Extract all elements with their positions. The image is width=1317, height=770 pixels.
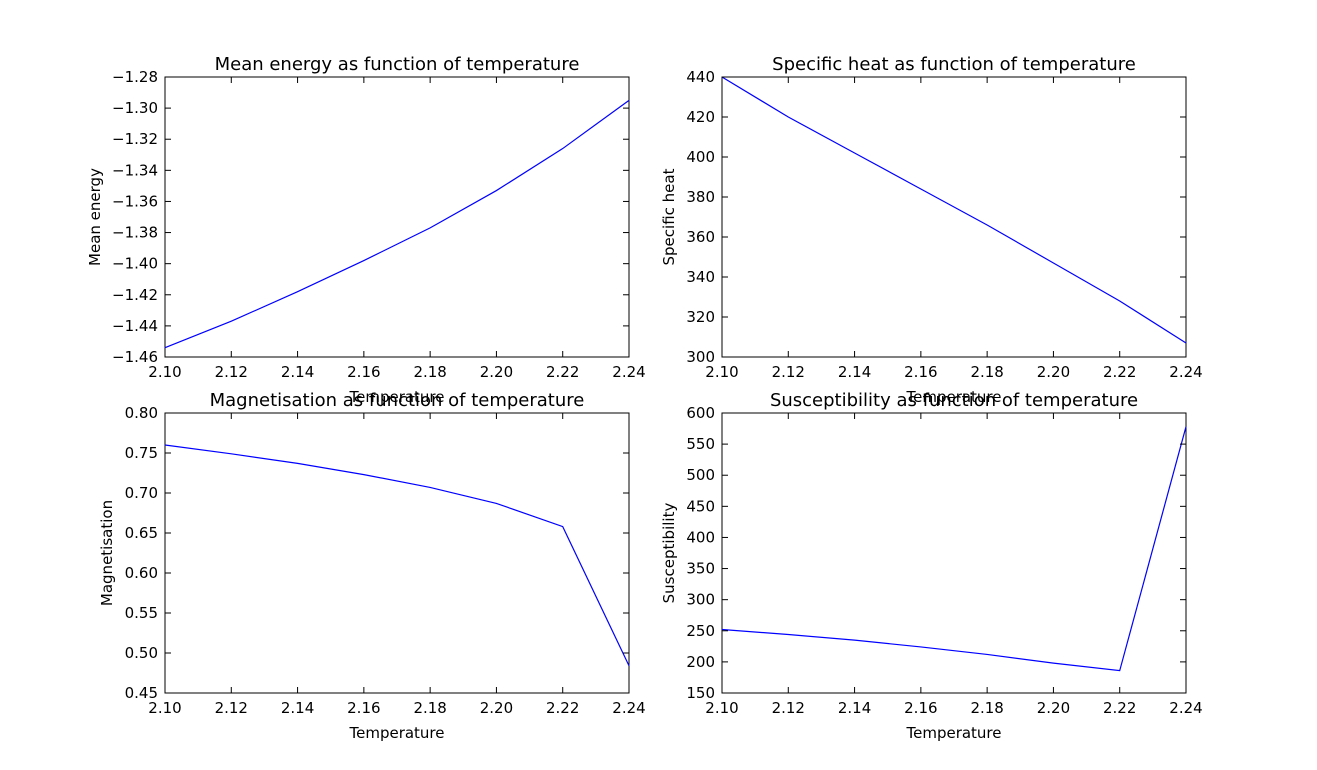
y-tick-label: 360 bbox=[686, 228, 715, 246]
x-axis-label: Temperature bbox=[905, 724, 1001, 742]
x-tick-label: 2.20 bbox=[480, 363, 513, 381]
x-tick-label: 2.14 bbox=[838, 699, 871, 717]
y-tick-label: 0.70 bbox=[125, 484, 158, 502]
y-tick-label: 400 bbox=[686, 148, 715, 166]
x-tick-label: 2.18 bbox=[970, 699, 1003, 717]
x-tick-label: 2.20 bbox=[1037, 699, 1070, 717]
plot-area bbox=[721, 412, 1187, 694]
plot-area bbox=[164, 412, 630, 694]
x-axis-label: Temperature bbox=[348, 724, 444, 742]
x-tick-label: 2.12 bbox=[215, 363, 248, 381]
x-tick-label: 2.22 bbox=[546, 699, 579, 717]
y-tick-label: 150 bbox=[686, 684, 715, 702]
x-tick-label: 2.16 bbox=[347, 699, 380, 717]
subplot-specific-heat: 2.10 2.12 2.14 2.16 2.18 2.20 2.22 2.24 300 320 34… bbox=[660, 54, 1203, 406]
y-tick-label: −1.28 bbox=[112, 68, 158, 86]
subplot-susceptibility: 2.10 2.12 2.14 2.16 2.18 2.20 2.22 2.24 150 200 25… bbox=[660, 390, 1203, 742]
chart-title: Specific heat as function of temperature bbox=[772, 54, 1136, 75]
x-tick-label: 2.22 bbox=[1103, 363, 1136, 381]
x-tick-label: 2.18 bbox=[970, 363, 1003, 381]
y-tick-label: 340 bbox=[686, 268, 715, 286]
series-line bbox=[721, 426, 1187, 672]
x-tick-label: 2.22 bbox=[546, 363, 579, 381]
x-tick-label: 2.18 bbox=[413, 363, 446, 381]
series-line bbox=[164, 444, 630, 667]
y-tick-label: −1.30 bbox=[112, 99, 158, 117]
y-axis-label: Magnetisation bbox=[98, 500, 116, 606]
x-tick-label: 2.12 bbox=[772, 699, 805, 717]
y-tick-label: −1.38 bbox=[112, 224, 158, 242]
x-tick-label: 2.14 bbox=[281, 363, 314, 381]
y-tick-label: −1.44 bbox=[112, 317, 158, 335]
x-tick-label: 2.22 bbox=[1103, 699, 1136, 717]
y-axis-label: Specific heat bbox=[660, 168, 678, 265]
y-tick-label: −1.42 bbox=[112, 286, 158, 304]
axis-ticks: 2.10 2.12 2.14 2.16 2.18 2.20 2.22 2.24 300 320 34… bbox=[686, 68, 1202, 381]
y-tick-label: 500 bbox=[686, 466, 715, 484]
y-tick-label: 250 bbox=[686, 622, 715, 640]
y-tick-label: 400 bbox=[686, 528, 715, 546]
axis-ticks: 2.10 2.12 2.14 2.16 2.18 2.20 2.22 2.24 −1.46 −1.… bbox=[112, 68, 646, 381]
x-tick-label: 2.24 bbox=[1169, 699, 1202, 717]
y-tick-label: −1.40 bbox=[112, 255, 158, 273]
y-tick-label: 0.45 bbox=[125, 684, 158, 702]
y-tick-label: 0.80 bbox=[125, 404, 158, 422]
x-tick-label: 2.14 bbox=[838, 363, 871, 381]
x-tick-label: 2.24 bbox=[612, 699, 645, 717]
y-tick-label: −1.34 bbox=[112, 161, 158, 179]
y-tick-label: 350 bbox=[686, 560, 715, 578]
x-tick-label: 2.24 bbox=[612, 363, 645, 381]
subplot-magnetisation: 2.10 2.12 2.14 2.16 2.18 2.20 2.22 2.24 0.45 0.50… bbox=[98, 390, 646, 742]
x-tick-label: 2.18 bbox=[413, 699, 446, 717]
x-tick-label: 2.12 bbox=[215, 699, 248, 717]
y-tick-label: −1.32 bbox=[112, 130, 158, 148]
x-tick-label: 2.20 bbox=[480, 699, 513, 717]
y-tick-label: 300 bbox=[686, 348, 715, 366]
axis-ticks: 2.10 2.12 2.14 2.16 2.18 2.20 2.22 2.24 0.45 0.50… bbox=[125, 404, 646, 717]
y-tick-label: 320 bbox=[686, 308, 715, 326]
x-tick-label: 2.10 bbox=[148, 699, 181, 717]
x-tick-label: 2.16 bbox=[904, 699, 937, 717]
x-tick-label: 2.16 bbox=[904, 363, 937, 381]
x-tick-label: 2.16 bbox=[347, 363, 380, 381]
y-tick-label: −1.46 bbox=[112, 348, 158, 366]
y-tick-label: 200 bbox=[686, 653, 715, 671]
axis-ticks: 2.10 2.12 2.14 2.16 2.18 2.20 2.22 2.24 150 200 25… bbox=[686, 404, 1202, 717]
series-line bbox=[164, 99, 630, 349]
x-tick-label: 2.10 bbox=[705, 699, 738, 717]
x-axis-label: Temperature bbox=[905, 388, 1001, 406]
y-tick-label: 0.55 bbox=[125, 604, 158, 622]
x-tick-label: 2.20 bbox=[1037, 363, 1070, 381]
y-axis-label: Mean energy bbox=[86, 168, 104, 266]
x-tick-label: 2.10 bbox=[148, 363, 181, 381]
chart-title: Mean energy as function of temperature bbox=[215, 54, 580, 75]
chart-title: Magnetisation as function of temperature bbox=[210, 390, 585, 411]
y-tick-label: 0.75 bbox=[125, 444, 158, 462]
series-line bbox=[721, 76, 1187, 344]
x-tick-label: 2.12 bbox=[772, 363, 805, 381]
y-tick-label: 0.50 bbox=[125, 644, 158, 662]
y-tick-label: 450 bbox=[686, 497, 715, 515]
chart-title: Susceptibility as function of temperatur… bbox=[770, 390, 1138, 411]
y-tick-label: 0.65 bbox=[125, 524, 158, 542]
y-tick-label: 380 bbox=[686, 188, 715, 206]
x-tick-label: 2.14 bbox=[281, 699, 314, 717]
plot-area bbox=[164, 76, 630, 358]
y-tick-label: 420 bbox=[686, 108, 715, 126]
y-tick-label: 550 bbox=[686, 435, 715, 453]
subplot-mean-energy: 2.10 2.12 2.14 2.16 2.18 2.20 2.22 2.24 −1.46 −1.… bbox=[86, 54, 646, 406]
x-tick-label: 2.24 bbox=[1169, 363, 1202, 381]
y-tick-label: 600 bbox=[686, 404, 715, 422]
y-tick-label: −1.36 bbox=[112, 192, 158, 210]
y-tick-label: 300 bbox=[686, 591, 715, 609]
x-tick-label: 2.10 bbox=[705, 363, 738, 381]
y-tick-label: 0.60 bbox=[125, 564, 158, 582]
y-tick-label: 440 bbox=[686, 68, 715, 86]
x-axis-label: Temperature bbox=[348, 388, 444, 406]
y-axis-label: Susceptibility bbox=[660, 503, 678, 604]
